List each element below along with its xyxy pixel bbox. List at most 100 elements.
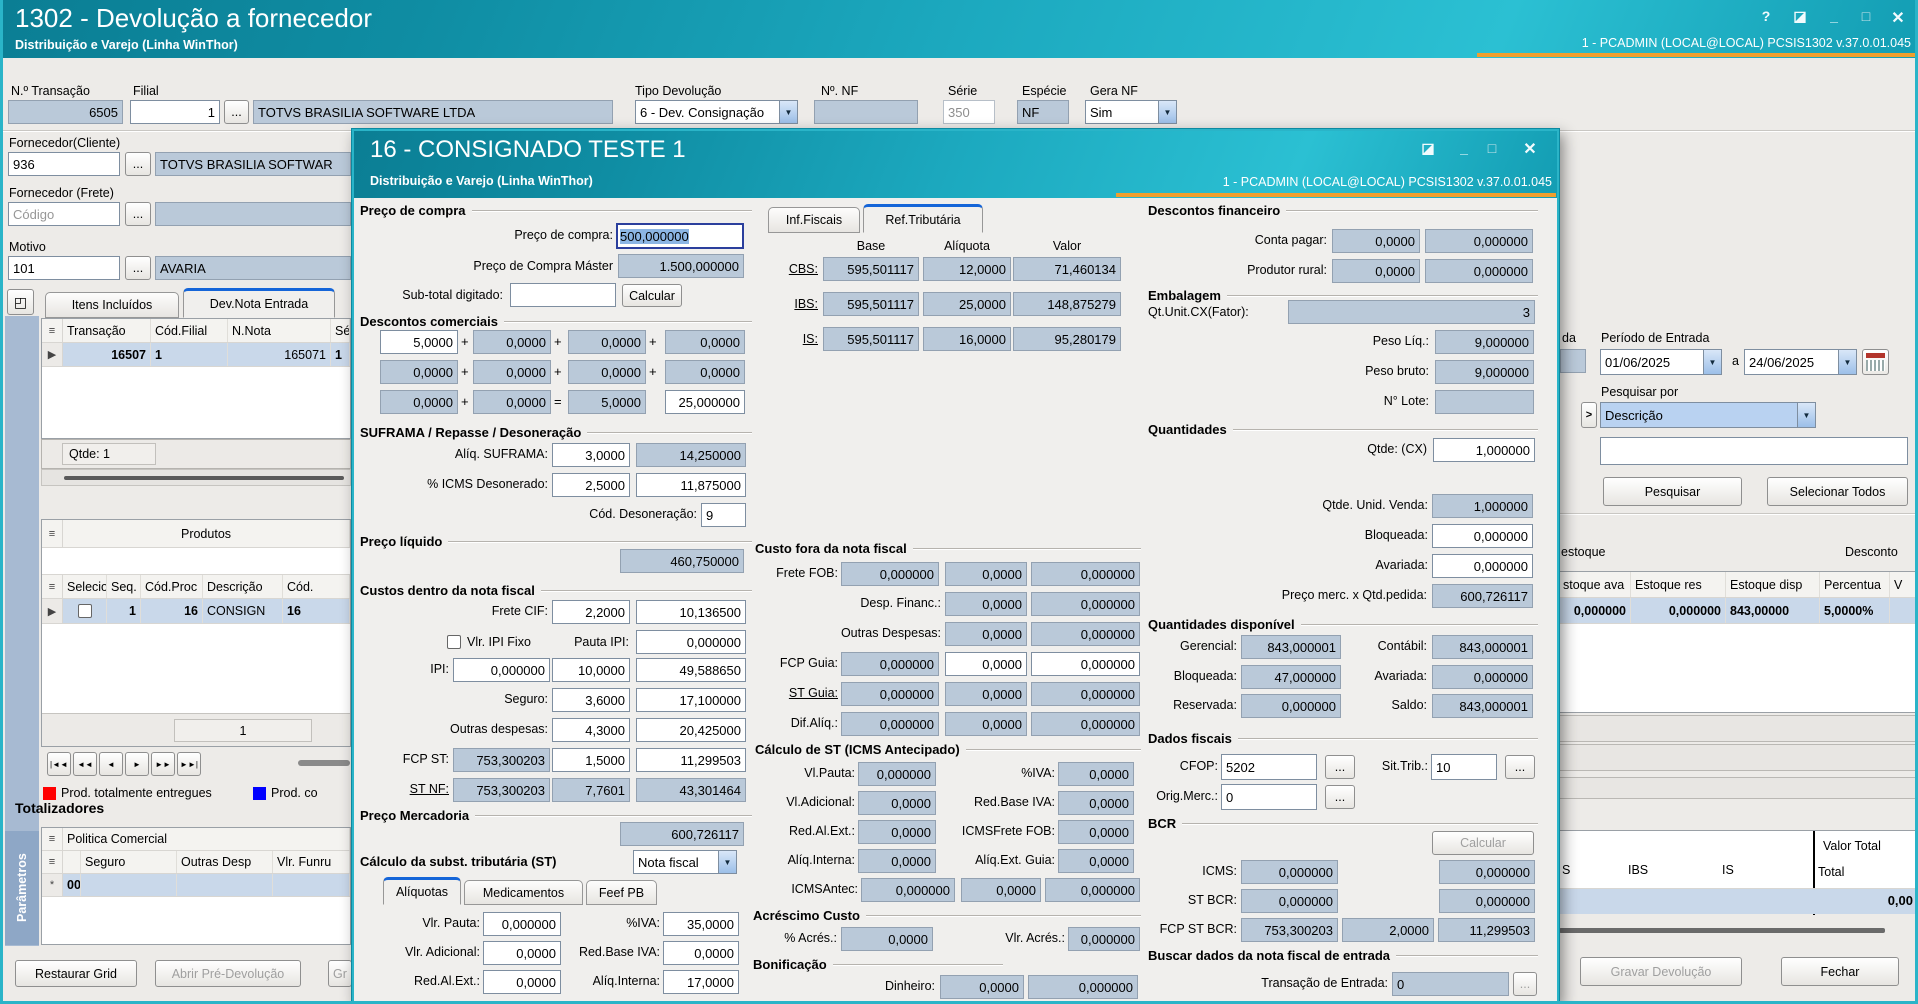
icms-desonerado-input[interactable]: 2,5000: [552, 473, 630, 497]
table-row[interactable]: ▶ 16507 1 165071 1: [42, 343, 350, 367]
motivo-lookup-button[interactable]: ...: [125, 256, 151, 280]
panel-toggle-icon[interactable]: ◰: [7, 289, 34, 315]
seguro-input[interactable]: 3,6000: [552, 688, 630, 712]
minimize-icon[interactable]: _: [1460, 140, 1468, 156]
chevron-down-icon[interactable]: ▼: [1703, 350, 1721, 374]
calcular-button[interactable]: Calcular: [622, 284, 682, 307]
table-row[interactable]: 0,000000 0,000000 843,00000 5,0000%: [1559, 598, 1915, 624]
grid-menu-icon[interactable]: ≡: [42, 851, 63, 873]
cbs-link[interactable]: CBS:: [788, 262, 818, 276]
table-row[interactable]: * 00: [42, 874, 350, 897]
search-input[interactable]: [1600, 437, 1908, 465]
row-checkbox[interactable]: [77, 604, 92, 618]
outras-despesas-valor-input[interactable]: 20,425000: [636, 718, 746, 742]
iva-input[interactable]: 35,0000: [663, 912, 739, 936]
motivo-code-input[interactable]: 101: [8, 256, 120, 280]
grid-menu-icon[interactable]: ≡: [42, 575, 63, 598]
seguro-valor-input[interactable]: 17,100000: [636, 688, 746, 712]
frete-cif-valor-input[interactable]: 10,136500: [636, 600, 746, 624]
filial-input[interactable]: 1: [130, 100, 220, 124]
desconto-1-input[interactable]: 5,0000: [380, 330, 458, 354]
tipo-devolucao-select[interactable]: 6 - Dev. Consignação ▼: [635, 100, 798, 124]
resize-icon[interactable]: ◪: [1793, 8, 1807, 24]
nav-last-icon[interactable]: ►►|: [177, 752, 201, 776]
close-icon[interactable]: ✕: [1523, 141, 1537, 158]
red-al-ext-input[interactable]: 0,0000: [483, 970, 561, 994]
tab-parametros[interactable]: Parâmetros: [5, 831, 39, 945]
maximize-icon[interactable]: □: [1861, 8, 1871, 24]
fornecedor-cliente-code-input[interactable]: 936: [8, 152, 120, 176]
ibs-link[interactable]: IBS:: [794, 297, 818, 311]
orig-merc-lookup-button[interactable]: ...: [1325, 785, 1355, 809]
col-vlr-funrural[interactable]: Vlr. Funru: [273, 851, 350, 873]
fornecedor-frete-code-input[interactable]: Código: [8, 202, 120, 226]
col-cod-filial[interactable]: Cód.Filial: [151, 319, 228, 342]
col-cod[interactable]: Cód.: [283, 575, 350, 598]
fcp-guia-aliq-input[interactable]: 0,0000: [945, 652, 1027, 676]
col-v[interactable]: V: [1890, 572, 1915, 597]
fcp-st-aliq-input[interactable]: 1,5000: [552, 748, 630, 772]
desconto-valor-input[interactable]: 25,000000: [665, 390, 745, 414]
nav-next-icon[interactable]: ►: [125, 752, 149, 776]
qtde-cx-input[interactable]: 1,000000: [1433, 438, 1535, 462]
grid-menu-icon[interactable]: ≡: [42, 319, 63, 342]
nav-prev-page-icon[interactable]: ◄◄: [73, 752, 97, 776]
ipi-input[interactable]: 0,000000: [453, 658, 550, 682]
fcp-guia-valor-input[interactable]: 0,000000: [1031, 652, 1140, 676]
nav-next-page-icon[interactable]: ►►: [151, 752, 175, 776]
table-row[interactable]: 0,00: [1559, 888, 1915, 914]
sit-trib-input[interactable]: 10: [1431, 754, 1497, 780]
col-estoque-disponivel[interactable]: Estoque disp: [1726, 572, 1820, 597]
filial-lookup-button[interactable]: ...: [224, 100, 249, 124]
tab-itens-incluidos[interactable]: Itens Incluídos: [45, 292, 179, 318]
h-scrollbar[interactable]: [41, 469, 351, 486]
red-base-iva-input[interactable]: 0,0000: [663, 941, 739, 965]
col-percentual[interactable]: Percentua: [1820, 572, 1890, 597]
col-politica-comercial[interactable]: Politica Comercial: [63, 828, 350, 850]
pesquisar-por-select[interactable]: Descrição ▼: [1600, 402, 1816, 428]
bloqueada-input[interactable]: 0,000000: [1432, 524, 1533, 548]
nav-first-icon[interactable]: |◄◄: [47, 752, 71, 776]
tab-aliquotas[interactable]: Alíquotas: [383, 877, 461, 905]
scrollbar-thumb[interactable]: [1559, 928, 1885, 933]
col-estoque-avariado[interactable]: stoque ava: [1559, 572, 1631, 597]
col-seq[interactable]: Seq.: [107, 575, 141, 598]
col-serie[interactable]: Sé: [331, 319, 350, 342]
maximize-icon[interactable]: □: [1487, 140, 1497, 156]
vlr-adicional-input[interactable]: 0,0000: [483, 941, 561, 965]
tab-inf-fiscais[interactable]: Inf.Fiscais: [768, 207, 860, 233]
st-nf-link[interactable]: ST NF:: [409, 782, 449, 796]
expand-arrow-icon[interactable]: >: [1581, 402, 1597, 428]
selecionar-todos-button[interactable]: Selecionar Todos: [1767, 477, 1908, 506]
cfop-input[interactable]: 5202: [1221, 754, 1317, 780]
aliq-interna-input[interactable]: 17,0000: [663, 970, 739, 994]
tab-feef-pb[interactable]: Feef PB: [586, 880, 657, 905]
orig-merc-input[interactable]: 0: [1221, 784, 1317, 810]
col-outras-desp[interactable]: Outras Desp: [177, 851, 273, 873]
gera-nf-select[interactable]: Sim ▼: [1085, 100, 1177, 124]
col-estoque-reservado[interactable]: Estoque res: [1631, 572, 1726, 597]
minimize-icon[interactable]: _: [1830, 8, 1838, 24]
tab-dev-nota-entrada[interactable]: Dev.Nota Entrada: [183, 288, 335, 318]
st-guia-link[interactable]: ST Guia:: [788, 686, 838, 700]
ipi-aliq-input[interactable]: 10,0000: [552, 658, 630, 682]
fornecedor-frete-lookup-button[interactable]: ...: [125, 202, 151, 226]
data-inicial-select[interactable]: 01/06/2025 ▼: [1600, 349, 1722, 375]
pauta-ipi-input[interactable]: 0,000000: [636, 630, 746, 654]
vlr-ipi-fixo-checkbox[interactable]: [447, 635, 461, 649]
restaurar-grid-button[interactable]: Restaurar Grid: [15, 960, 137, 987]
aliq-suframa-input[interactable]: 3,0000: [552, 443, 630, 467]
col-descricao[interactable]: Descrição: [203, 575, 283, 598]
ipi-valor-input[interactable]: 49,588650: [636, 658, 746, 682]
tab-ref-tributaria[interactable]: Ref.Tributária: [863, 204, 983, 233]
scrollbar-thumb[interactable]: [298, 760, 350, 766]
col-seguro[interactable]: Seguro: [81, 851, 177, 873]
grid-menu-icon[interactable]: ≡: [42, 520, 63, 547]
chevron-down-icon[interactable]: ▼: [718, 851, 736, 873]
preco-compra-input[interactable]: 500,000000: [616, 223, 744, 249]
cfop-lookup-button[interactable]: ...: [1325, 755, 1355, 779]
col-n-nota[interactable]: N.Nota: [228, 319, 331, 342]
resize-icon[interactable]: ◪: [1421, 140, 1435, 156]
fcp-st-valor-input[interactable]: 11,299503: [636, 748, 746, 772]
close-icon[interactable]: ✕: [1891, 10, 1905, 27]
